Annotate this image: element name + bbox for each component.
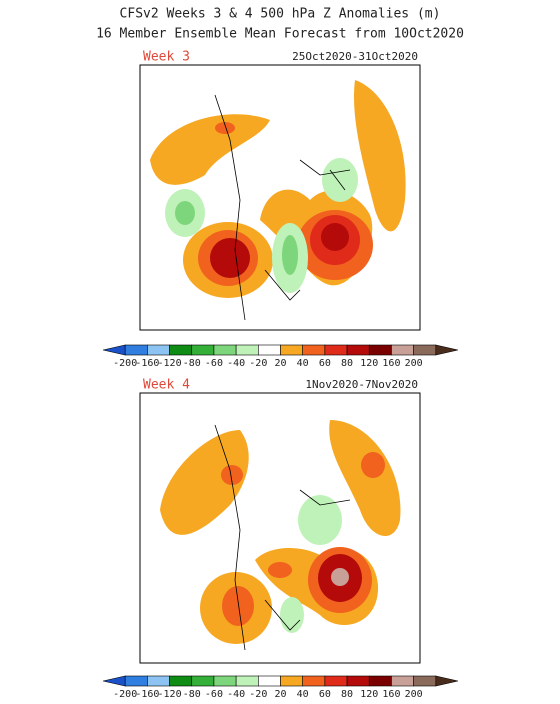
title: CFSv2 Weeks 3 & 4 500 hPa Z Anomalies (m… xyxy=(120,7,441,22)
colorbar-arrow xyxy=(435,344,459,356)
colorbar-bin xyxy=(302,675,326,687)
colorbar-label: -20 xyxy=(249,689,267,700)
colorbar-label: -40 xyxy=(227,358,245,369)
colorbar-label: -80 xyxy=(183,689,201,700)
colorbar-bin xyxy=(391,675,414,687)
colorbar-bin xyxy=(346,344,370,356)
colorbar-bin xyxy=(280,344,303,356)
colorbar-label: 200 xyxy=(405,689,423,700)
colorbar-label: 80 xyxy=(341,689,353,700)
panel-label: Week 4 xyxy=(143,378,190,393)
colorbar-label: -160 xyxy=(135,689,159,700)
colorbar-label: 120 xyxy=(360,358,378,369)
colorbar-bin xyxy=(413,344,437,356)
colorbar-bin xyxy=(235,675,259,687)
colorbar-label: -80 xyxy=(183,358,201,369)
colorbar-label: 60 xyxy=(319,689,331,700)
colorbar-bin xyxy=(147,344,170,356)
colorbar-bin xyxy=(258,675,281,687)
colorbar-bin xyxy=(213,344,237,356)
colorbar-bin xyxy=(324,675,348,687)
colorbar-bin xyxy=(324,344,348,356)
colorbar-bin xyxy=(191,675,215,687)
colorbar-label: 160 xyxy=(382,358,400,369)
colorbar-label: 20 xyxy=(274,358,286,369)
colorbar-label: -120 xyxy=(158,358,182,369)
panel-dates: 1Nov2020-7Nov2020 xyxy=(305,378,418,391)
colorbar-label: 160 xyxy=(382,689,400,700)
colorbar-bin xyxy=(169,675,193,687)
colorbar-bin xyxy=(124,344,148,356)
colorbar-label: -200 xyxy=(113,358,137,369)
colorbar-arrow xyxy=(102,675,126,687)
colorbar-label: -120 xyxy=(158,689,182,700)
map xyxy=(139,64,421,331)
colorbar-bin xyxy=(346,675,370,687)
colorbar-label: 40 xyxy=(297,358,309,369)
colorbar: -200-160-120 -80 -60 -40 -20 20 40 60 80 120 160 20… xyxy=(102,675,459,700)
colorbar-bin xyxy=(169,344,193,356)
colorbar-label: 40 xyxy=(297,689,309,700)
colorbar-bin xyxy=(191,344,215,356)
colorbar-bin xyxy=(124,675,148,687)
panel-dates: 25Oct2020-31Oct2020 xyxy=(292,50,418,63)
colorbar-label: 60 xyxy=(319,358,331,369)
colorbar-label: 120 xyxy=(360,689,378,700)
map xyxy=(139,392,421,664)
colorbar-arrow xyxy=(435,675,459,687)
colorbar-bin xyxy=(413,675,437,687)
colorbar-bin xyxy=(213,675,237,687)
colorbar-bin xyxy=(368,344,392,356)
colorbar-label: 200 xyxy=(405,358,423,369)
colorbar-label: 20 xyxy=(274,689,286,700)
colorbar-bin xyxy=(368,675,392,687)
colorbar-label: -20 xyxy=(249,358,267,369)
colorbar-bin xyxy=(147,675,170,687)
colorbar-label: -60 xyxy=(205,689,223,700)
colorbar: -200-160-120 -80 -60 -40 -20 20 40 60 80 120 160 20… xyxy=(102,344,459,369)
colorbar-label: -40 xyxy=(227,689,245,700)
colorbar-bin xyxy=(280,675,303,687)
colorbar-label: -60 xyxy=(205,358,223,369)
subtitle: 16 Member Ensemble Mean Forecast from 10… xyxy=(96,27,464,42)
colorbar-label: 80 xyxy=(341,358,353,369)
colorbar-label: -160 xyxy=(135,358,159,369)
colorbar-bin xyxy=(258,344,281,356)
colorbar-arrow xyxy=(102,344,126,356)
colorbar-bin xyxy=(391,344,414,356)
panel-label: Week 3 xyxy=(143,50,190,65)
colorbar-label: -200 xyxy=(113,689,137,700)
colorbar-bin xyxy=(235,344,259,356)
colorbar-bin xyxy=(302,344,326,356)
